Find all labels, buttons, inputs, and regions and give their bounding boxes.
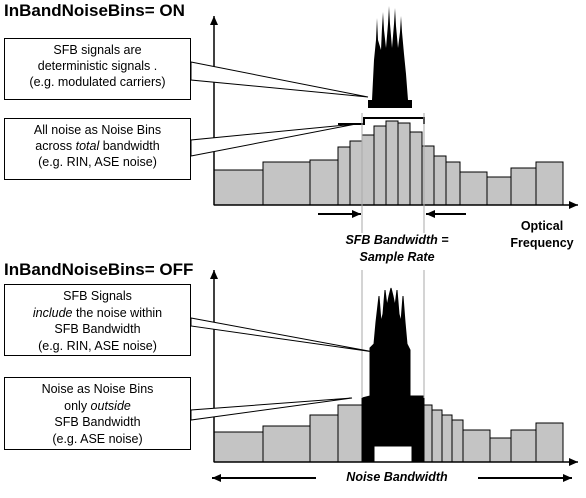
noise-bin <box>510 429 537 463</box>
noise-bin <box>409 131 423 206</box>
top-sfb-signal-spikes <box>368 6 412 108</box>
sfb-label-line: SFB Bandwidth = <box>345 233 449 247</box>
noise-bin <box>309 414 339 463</box>
noise-bin <box>213 169 264 206</box>
noise-bin <box>489 437 512 463</box>
bottom-title: InBandNoiseBins= OFF <box>4 260 194 279</box>
optical-frequency-label: Optical Frequency <box>500 218 584 252</box>
box-line: (e.g. RIN, ASE noise) <box>38 155 157 169</box>
top-sfb-bandwidth-bracket <box>338 117 425 125</box>
noise-bin <box>385 120 399 206</box>
noise-bin <box>337 404 363 463</box>
bottom-noise-bins <box>213 404 564 463</box>
sfb-bandwidth-label: SFB Bandwidth = Sample Rate <box>314 232 480 266</box>
noise-bins-box-top: All noise as Noise Bins across total ban… <box>4 118 191 180</box>
top-title: InBandNoiseBins= ON <box>4 1 185 20</box>
box-text: only <box>64 398 91 413</box>
box-text: bandwidth <box>99 139 160 153</box>
top-callout-noise-pointer <box>190 123 357 157</box>
axis-label-line: Optical <box>520 219 564 233</box>
sfb-signals-box-bottom: SFB Signals include the noise within SFB… <box>4 284 191 356</box>
noise-bin <box>213 431 264 463</box>
box-line: SFB Bandwidth <box>54 322 141 336</box>
box-line: only outside <box>5 398 190 415</box>
noise-bin <box>309 159 339 206</box>
noise-bins-box-bottom: Noise as Noise Bins only outside SFB Ban… <box>4 377 191 450</box>
box-line: (e.g. RIN, ASE noise) <box>38 338 157 353</box>
noise-bin <box>486 176 512 206</box>
top-callout-signal-pointer <box>190 61 369 98</box>
noise-bin <box>451 419 464 463</box>
box-line: Noise as Noise Bins <box>41 382 154 396</box>
noise-bin <box>459 171 488 206</box>
box-line: SFB Bandwidth <box>54 415 141 429</box>
box-text-italic: include <box>32 305 73 320</box>
box-line: SFB signals are <box>53 43 142 57</box>
box-line: SFB Signals <box>63 289 132 303</box>
noise-bin <box>423 404 433 463</box>
noise-bin <box>397 122 411 206</box>
sfb-signals-box-top: SFB signals are deterministic signals . … <box>4 38 191 100</box>
noise-bin <box>535 161 564 206</box>
box-line: All noise as Noise Bins <box>33 123 162 137</box>
sfb-label-line: Sample Rate <box>359 250 435 264</box>
box-text: the noise within <box>72 305 163 320</box>
box-line: across total bandwidth <box>5 138 190 154</box>
noise-bin <box>361 134 375 206</box>
box-text-italic: outside <box>90 398 131 413</box>
noise-bin <box>441 414 453 463</box>
axis-label-line: Frequency <box>510 236 574 250</box>
box-text-italic: total <box>75 139 100 153</box>
noise-bin <box>349 140 363 206</box>
noise-bin <box>262 425 311 463</box>
noise-bin <box>535 422 564 463</box>
top-noise-bins <box>213 120 564 206</box>
box-text: across <box>35 139 76 153</box>
noise-bin <box>433 155 447 206</box>
bottom-callout-signal-pointer <box>190 317 375 353</box>
noise-bin <box>510 167 537 206</box>
noise-bin <box>431 409 443 463</box>
box-line: (e.g. modulated carriers) <box>29 75 166 89</box>
noise-bin <box>462 429 491 463</box>
bottom-sfb-signal-block <box>361 287 425 463</box>
noise-bin <box>445 161 461 206</box>
box-line: deterministic signals . <box>37 59 158 73</box>
noise-bandwidth-label: Noise Bandwidth <box>316 469 478 486</box>
noise-bin <box>373 125 387 206</box>
bottom-callout-noise-pointer <box>190 397 353 421</box>
noise-bin <box>337 146 351 206</box>
noise-bin <box>262 161 311 206</box>
box-line: include the noise within <box>5 305 190 322</box>
box-line: (e.g. ASE noise) <box>52 431 143 446</box>
